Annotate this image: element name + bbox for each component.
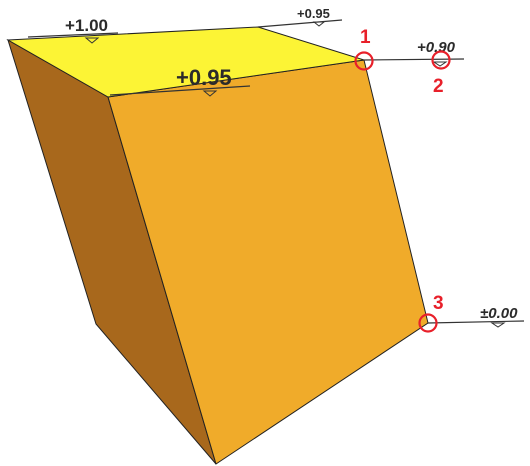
- marker-circle-3: [418, 313, 438, 333]
- elevation-label-top-back-right: +0.95: [297, 6, 330, 21]
- marker-number-3: 3: [433, 293, 444, 314]
- elevation-label-top-front-right: +0.90: [417, 39, 456, 56]
- elevation-marker-top-back-right: +0.95: [257, 6, 343, 28]
- elevation-marker-top-front-right: +0.90: [363, 39, 465, 67]
- elevation-marker-top-back-left: +1.00: [27, 16, 119, 44]
- marker-circle-1: [354, 51, 374, 71]
- point-marker-3: 3: [418, 293, 444, 333]
- elevation-marker-top-front-left: +0.95: [109, 65, 251, 97]
- point-marker-2: 2: [431, 50, 451, 97]
- marker-circle-2: [431, 50, 451, 70]
- elevation-label-bottom-right: ±0.00: [480, 305, 518, 322]
- marker-number-2: 2: [433, 76, 444, 97]
- point-marker-1: 1: [354, 27, 374, 71]
- elevation-marker-bottom-right: ±0.00: [427, 305, 525, 328]
- elevation-label-top-front-left: +0.95: [176, 65, 232, 90]
- elevation-label-top-back-left: +1.00: [65, 16, 108, 35]
- marker-number-1: 1: [360, 27, 371, 48]
